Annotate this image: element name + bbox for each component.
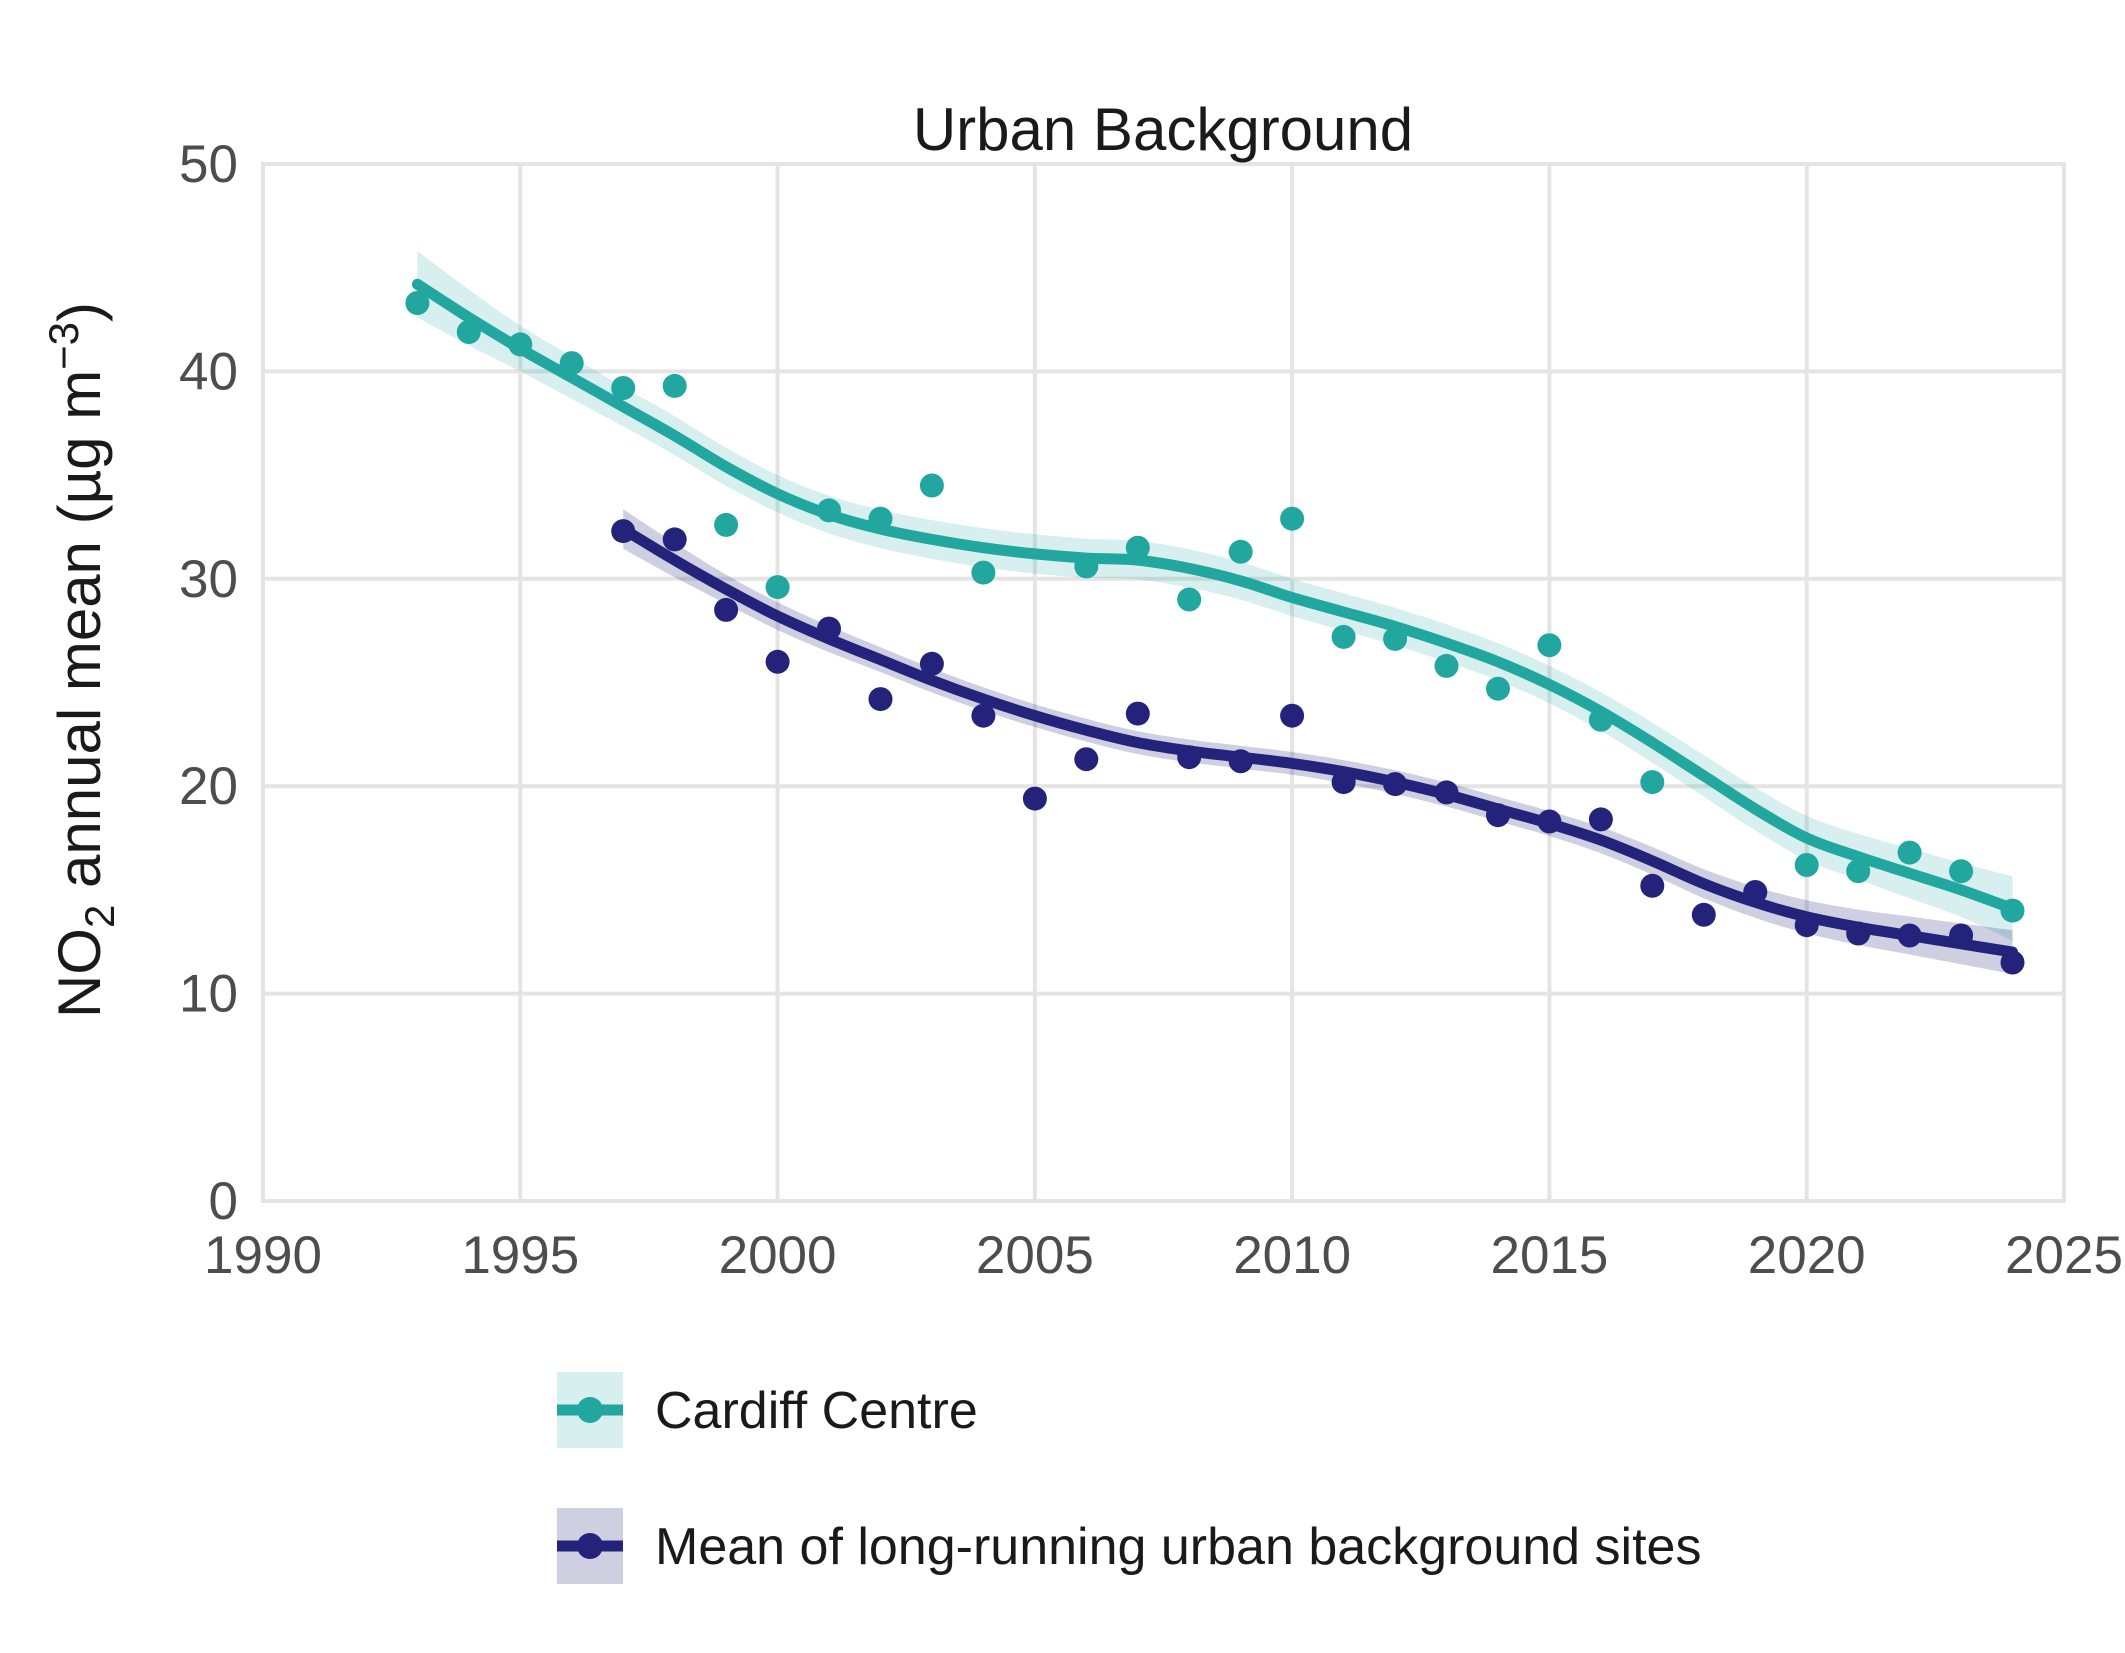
point-mean_sites-2006 [1074, 747, 1099, 772]
point-mean_sites-2023 [1949, 923, 1974, 948]
point-mean_sites-2000 [765, 649, 790, 674]
y-axis-title: NO2 annual mean (µg m−3) [40, 302, 123, 1018]
point-mean_sites-1998 [662, 527, 687, 552]
point-mean_sites-2008 [1177, 745, 1202, 770]
point-cardiff-2007 [1125, 535, 1150, 560]
point-mean_sites-2013 [1434, 780, 1459, 805]
legend-key-dot-cardiff [577, 1397, 603, 1423]
legend-key-dot-mean_sites [577, 1533, 603, 1559]
x-tick-label-2005: 2005 [976, 1226, 1094, 1285]
y-tick-label-40: 40 [179, 342, 238, 401]
chart-title: Urban Background [913, 96, 1413, 163]
x-tick-label-2000: 2000 [719, 1226, 837, 1285]
axis-labels: 0 10 20 30 40 50 1990 1995 2000 2005 2010 2015 2020 2… [179, 135, 2123, 1285]
point-mean_sites-2011 [1331, 770, 1356, 795]
legend: Cardiff Centre Mean of long-running urban… [557, 1372, 1701, 1584]
confidence-band-cardiff [417, 251, 2013, 941]
legend-item-cardiff: Cardiff Centre [557, 1372, 978, 1448]
x-tick-label-2015: 2015 [1490, 1226, 1608, 1285]
point-cardiff-1998 [662, 373, 687, 398]
point-mean_sites-2004 [971, 703, 996, 728]
y-tick-label-50: 50 [179, 135, 238, 194]
gridlines [261, 162, 2066, 1203]
y-tick-label-30: 30 [179, 550, 238, 609]
point-cardiff-2014 [1486, 676, 1510, 701]
point-mean_sites-2001 [817, 616, 841, 641]
point-cardiff-2020 [1794, 853, 1819, 877]
point-cardiff-2001 [817, 498, 841, 523]
point-cardiff-1995 [508, 332, 533, 357]
legend-label-mean_sites: Mean of long-running urban background si… [655, 1518, 1701, 1576]
point-cardiff-2012 [1383, 626, 1408, 651]
point-mean_sites-2018 [1691, 902, 1716, 927]
point-mean_sites-1997 [611, 519, 636, 544]
point-cardiff-2021 [1846, 859, 1871, 884]
point-mean_sites-2016 [1588, 807, 1613, 832]
point-mean_sites-2007 [1125, 701, 1150, 726]
panel-border [261, 162, 2066, 1203]
point-cardiff-2004 [971, 560, 996, 585]
point-mean_sites-2009 [1228, 749, 1253, 774]
point-cardiff-2023 [1949, 859, 1974, 884]
data-points [405, 291, 2025, 975]
x-tick-label-2025: 2025 [2005, 1226, 2123, 1285]
point-cardiff-2015 [1537, 633, 1562, 658]
point-cardiff-2009 [1228, 539, 1253, 564]
trend-line-cardiff [411, 278, 2018, 915]
point-cardiff-1996 [559, 351, 584, 376]
point-mean_sites-2005 [1022, 786, 1047, 811]
point-cardiff-2002 [868, 506, 893, 531]
point-cardiff-2017 [1640, 770, 1665, 795]
point-cardiff-2003 [919, 473, 944, 498]
point-cardiff-2022 [1897, 840, 1922, 865]
legend-item-mean_sites: Mean of long-running urban background si… [557, 1508, 1701, 1584]
point-cardiff-1994 [456, 320, 481, 344]
point-cardiff-2011 [1331, 624, 1356, 649]
x-tick-label-1995: 1995 [461, 1226, 579, 1285]
y-tick-label-0: 0 [209, 1172, 238, 1231]
point-mean_sites-2015 [1537, 809, 1562, 834]
point-mean_sites-2019 [1743, 880, 1768, 904]
point-mean_sites-1999 [714, 597, 739, 622]
point-cardiff-2008 [1177, 587, 1202, 612]
x-tick-label-2020: 2020 [1748, 1226, 1866, 1285]
point-mean_sites-2022 [1897, 923, 1922, 948]
x-tick-label-1990: 1990 [204, 1226, 322, 1285]
legend-label-cardiff: Cardiff Centre [655, 1382, 978, 1440]
points-mean_sites [611, 519, 2025, 975]
point-cardiff-2013 [1434, 653, 1459, 678]
point-mean_sites-2020 [1794, 913, 1819, 938]
y-tick-label-20: 20 [179, 757, 238, 816]
trend-lines [411, 278, 2018, 958]
point-mean_sites-2012 [1383, 772, 1408, 797]
point-mean_sites-2024 [2000, 950, 2025, 975]
point-mean_sites-2002 [868, 687, 893, 712]
y-axis-title-text: NO2 annual mean (µg m−3) [40, 302, 123, 1018]
point-cardiff-1997 [611, 376, 636, 400]
point-cardiff-2016 [1588, 707, 1613, 732]
point-cardiff-1993 [405, 291, 430, 315]
point-cardiff-2006 [1074, 554, 1099, 579]
point-mean_sites-2003 [919, 651, 944, 676]
points-cardiff [405, 291, 2025, 923]
point-mean_sites-2021 [1846, 921, 1871, 946]
y-tick-label-10: 10 [179, 965, 238, 1024]
point-cardiff-2010 [1280, 506, 1305, 531]
point-mean_sites-2017 [1640, 873, 1665, 898]
point-mean_sites-2014 [1486, 803, 1510, 828]
trend-line-mean_sites [617, 523, 2018, 958]
point-cardiff-2024 [2000, 898, 2025, 923]
x-tick-label-2010: 2010 [1233, 1226, 1351, 1285]
point-mean_sites-2010 [1280, 703, 1305, 728]
point-cardiff-1999 [714, 512, 739, 537]
confidence-bands [417, 251, 2013, 974]
point-cardiff-2000 [765, 575, 790, 600]
confidence-band-mean_sites [623, 509, 2013, 974]
